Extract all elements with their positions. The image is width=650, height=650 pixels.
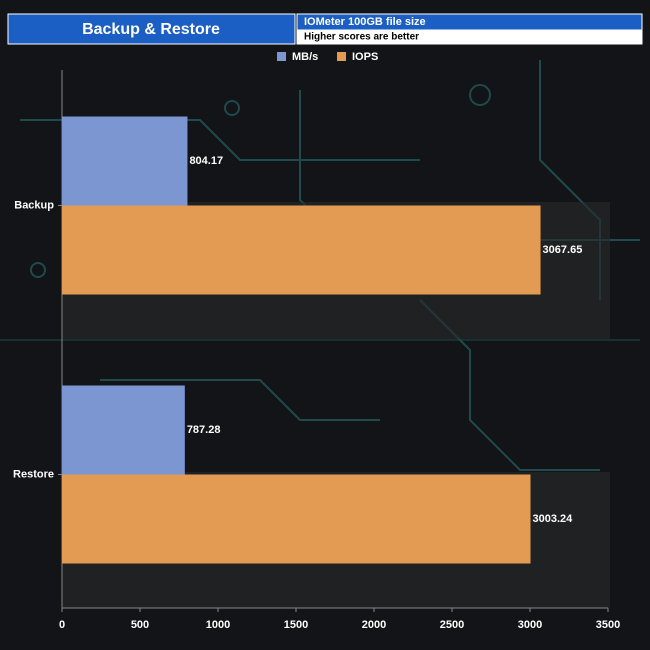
bar [62, 474, 531, 564]
legend-swatch [277, 52, 286, 61]
annotation-box [296, 29, 643, 45]
x-tick-label: 1000 [206, 619, 230, 631]
legend-label: MB/s [292, 51, 318, 63]
chart-title: Backup & Restore [82, 21, 220, 38]
y-tick-label: Restore [13, 468, 54, 480]
legend-swatch [337, 52, 346, 61]
y-tick-label: Backup [14, 199, 54, 211]
x-tick-label: 2500 [440, 619, 464, 631]
x-tick-label: 3500 [596, 619, 620, 631]
x-tick-label: 2000 [362, 619, 386, 631]
annotation: Higher scores are better [304, 32, 419, 43]
x-tick-label: 0 [59, 619, 65, 631]
value-label: 804.17 [189, 155, 223, 167]
x-tick-label: 3000 [518, 619, 542, 631]
x-tick-label: 1500 [284, 619, 308, 631]
legend-label: IOPS [352, 51, 378, 63]
value-label: 3003.24 [533, 513, 574, 525]
x-tick-label: 500 [131, 619, 149, 631]
value-label: 787.28 [187, 424, 221, 436]
bar [62, 116, 188, 206]
bar [62, 385, 185, 475]
bar [62, 205, 541, 295]
value-label: 3067.65 [543, 244, 583, 256]
title-box [7, 13, 296, 45]
chart-subtitle: IOMeter 100GB file size [304, 16, 426, 28]
